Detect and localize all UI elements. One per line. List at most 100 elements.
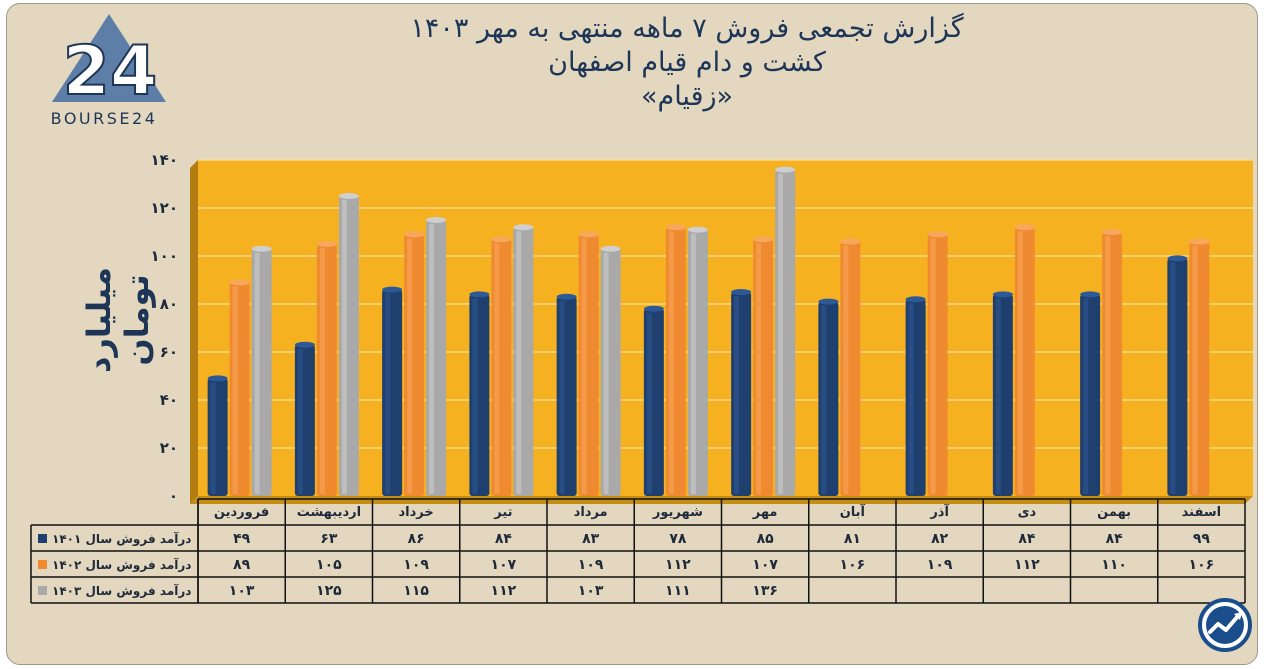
bar-top [578,231,599,238]
data-label: ۱۰۷ [491,557,517,573]
bar-highlight [341,200,347,494]
bar-highlight [559,300,565,494]
y-tick-label: ۴۰ [160,391,178,409]
data-label: ۸۵ [757,531,775,547]
logo-triangle [52,14,166,102]
bar-top [753,236,774,243]
bar-highlight [472,298,478,494]
x-tick-label: دی [1018,505,1037,520]
title-line-1: گزارش تجمعی فروش ۷ ماهه منتهی به مهر ۱۴۰… [410,13,964,44]
bar-top [338,193,359,199]
x-tick-label: شهریور [652,505,703,520]
y-tick-label: ۱۰۰ [151,247,178,265]
bar-highlight [778,173,784,494]
bar-highlight [1192,245,1198,494]
bar-highlight [581,238,587,494]
y-tick-label: ۱۴۰ [151,151,178,169]
legend-swatch [38,534,47,543]
bar-highlight [494,243,500,494]
bourse24-logo: 24 BOURSE24 [51,14,166,128]
data-label: ۷۸ [669,531,687,547]
plot-area [198,160,1253,496]
bar-top [687,226,708,233]
plot-side-wall [190,160,198,504]
data-label: ۱۰۵ [316,557,342,573]
bar-highlight [1170,262,1176,494]
data-label: ۱۰۶ [1189,557,1215,573]
bar-top [731,289,752,295]
x-tick-label: مهر [752,505,778,520]
logo-text: BOURSE24 [51,109,158,128]
data-label: ۱۰۳ [229,583,255,599]
legend-label: درآمد فروش سال ۱۴۰۳ [52,583,191,599]
bar-top [840,238,861,245]
bar-top [426,217,447,223]
x-tick-label: آبان [840,503,866,520]
data-label: ۱۱۲ [665,557,691,573]
bar-top [600,245,621,252]
bar-highlight [516,231,522,494]
data-label: ۱۱۲ [491,583,517,599]
data-label: ۱۰۹ [927,557,953,573]
bar-top [1080,291,1101,298]
bar-top [207,375,228,382]
data-label: ۸۴ [495,531,513,547]
data-label: ۸۶ [408,531,425,547]
data-label: ۱۱۲ [1014,557,1040,573]
bar-highlight [407,238,413,494]
data-label: ۸۹ [233,557,251,573]
bar-highlight [843,245,849,494]
bar-top [1189,238,1210,245]
bar-top [927,231,948,238]
x-tick-label: تیر [493,505,512,520]
bar-highlight [756,243,762,494]
bar-highlight [646,312,652,494]
x-tick-label: خرداد [398,505,433,520]
bar-highlight [908,303,914,494]
legend-label: درآمد فروش سال ۱۴۰۱ [52,531,191,547]
x-tick-label: اردیبهشت [297,505,361,520]
data-label: ۱۰۹ [403,557,429,573]
bar-highlight [1105,236,1111,494]
y-tick-label: ۱۲۰ [151,199,178,217]
legend-swatch [38,560,47,569]
x-tick-label: آذر [929,503,949,520]
data-label: ۸۴ [1018,531,1036,547]
bar-highlight [319,248,325,494]
bar-top [1167,255,1188,262]
bar-highlight [210,382,216,494]
x-tick-label: اسفند [1182,505,1221,520]
data-label: ۸۲ [931,531,949,547]
data-label: ۱۰۷ [752,557,778,573]
bar-top [251,245,272,252]
bar-top [469,291,490,298]
data-label: ۱۱۱ [665,583,691,599]
bar-top [513,224,534,231]
bar-highlight [1083,298,1089,494]
data-label: ۱۰۳ [578,583,604,599]
bar-highlight [995,298,1001,494]
bar-top [818,298,839,305]
bar-top [1014,224,1035,231]
bar-top [382,286,403,293]
y-tick-label: ۸۰ [160,295,178,313]
bar-top [992,291,1013,298]
data-label: ۱۰۹ [578,557,604,573]
logo-mark: 24 [63,32,158,111]
data-label: ۶۳ [320,531,338,547]
bar-top [294,341,315,348]
data-label: ۱۰۶ [840,557,866,573]
bar-highlight [1017,231,1023,494]
data-label: ۹۹ [1193,531,1211,547]
legend-label: درآمد فروش سال ۱۴۰۲ [52,557,191,573]
legend-swatch [38,586,47,595]
bar-highlight [232,286,238,494]
bar-top [404,231,425,238]
bar-highlight [668,231,674,494]
data-label: ۱۲۵ [316,583,342,599]
chart-title: گزارش تجمعی فروش ۷ ماهه منتهی به مهر ۱۴۰… [327,12,1047,114]
bar-top [665,224,686,231]
x-tick-label: بهمن [1097,505,1131,520]
data-label: ۴۹ [233,531,251,547]
